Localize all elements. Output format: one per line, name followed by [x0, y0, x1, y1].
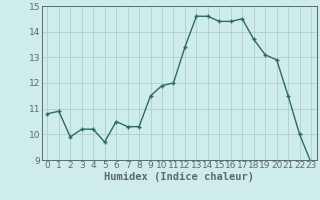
X-axis label: Humidex (Indice chaleur): Humidex (Indice chaleur) [104, 172, 254, 182]
